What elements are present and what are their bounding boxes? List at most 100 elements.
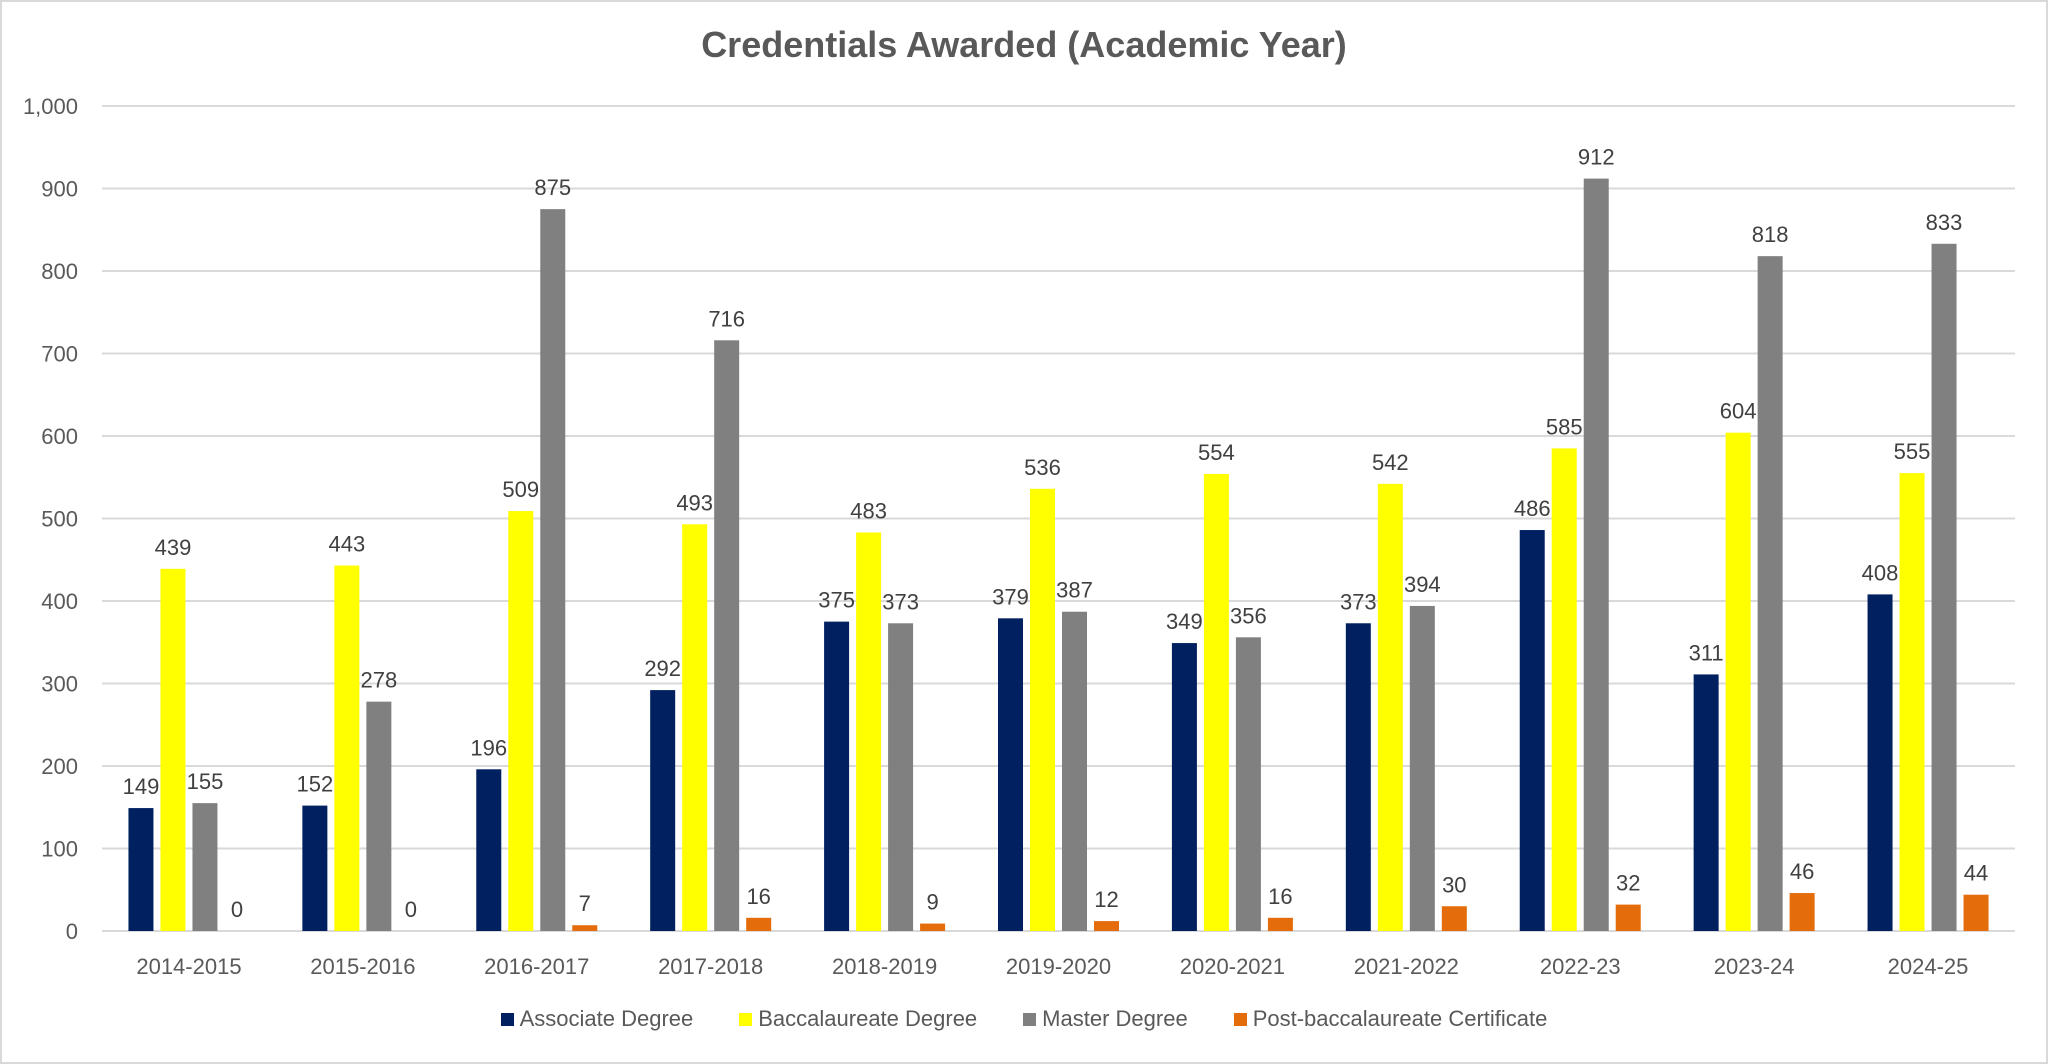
x-tick-label: 2015-2016 [310,954,415,979]
legend-item-postbacc: Post-baccalaureate Certificate [1233,1006,1548,1032]
y-tick-label: 0 [66,919,78,944]
bar-master-degree-2020-2021 [1235,637,1261,931]
y-tick-label: 100 [41,837,78,862]
data-label-post-baccalaureate-certificate: 44 [1964,861,1988,886]
legend-item-baccalaureate: Baccalaureate Degree [739,1006,977,1032]
bar-baccalaureate-degree-2023-24 [1725,432,1751,931]
y-tick-label: 800 [41,259,78,284]
legend-swatch-associate [500,1012,514,1026]
data-label-associate-degree: 196 [470,735,507,760]
bars [128,178,1989,932]
data-label-associate-degree: 292 [644,656,681,681]
bar-post-baccalaureate-certificate-2018-2019 [920,923,946,931]
data-label-baccalaureate-degree: 509 [502,477,539,502]
x-tick-label: 2020-2021 [1180,954,1285,979]
data-label-baccalaureate-degree: 554 [1198,440,1235,465]
bar-post-baccalaureate-certificate-2023-24 [1789,893,1815,931]
bar-associate-degree-2018-2019 [824,621,850,931]
data-label-associate-degree: 408 [1862,560,1899,585]
x-tick-label: 2017-2018 [658,954,763,979]
bar-baccalaureate-degree-2022-23 [1551,448,1577,931]
bar-associate-degree-2014-2015 [128,808,154,931]
data-label-master-degree: 394 [1404,572,1441,597]
bar-master-degree-2016-2017 [540,209,566,931]
bar-post-baccalaureate-certificate-2024-25 [1963,894,1989,931]
bar-post-baccalaureate-certificate-2019-2020 [1094,921,1119,931]
x-tick-label: 2019-2020 [1006,954,1111,979]
bar-baccalaureate-degree-2018-2019 [856,532,882,931]
data-label-baccalaureate-degree: 604 [1720,399,1757,424]
bar-associate-degree-2020-2021 [1171,643,1197,931]
legend: Associate Degree Baccalaureate Degree Ma… [0,1006,2048,1032]
data-label-baccalaureate-degree: 585 [1546,414,1583,439]
data-label-associate-degree: 373 [1340,589,1377,614]
data-label-master-degree: 818 [1752,222,1789,247]
data-labels: 149 439 155 0 152 443 278 0 196 509 875 7 292 493 716 1… [123,145,1989,922]
data-label-master-degree: 356 [1230,603,1267,628]
bar-baccalaureate-degree-2021-2022 [1377,483,1403,931]
data-label-master-degree: 373 [882,589,919,614]
bar-post-baccalaureate-certificate-2017-2018 [746,917,772,931]
data-label-master-degree: 155 [187,769,224,794]
y-tick-label: 300 [41,672,78,697]
data-label-baccalaureate-degree: 443 [329,532,366,557]
data-label-associate-degree: 486 [1514,496,1551,521]
y-tick-label: 900 [41,177,78,202]
data-label-post-baccalaureate-certificate: 32 [1616,871,1640,896]
bar-associate-degree-2023-24 [1693,674,1719,931]
bar-master-degree-2018-2019 [888,623,914,931]
data-label-post-baccalaureate-certificate: 0 [405,897,417,922]
bar-baccalaureate-degree-2019-2020 [1030,488,1055,931]
bar-master-degree-2019-2020 [1062,611,1087,931]
bar-master-degree-2017-2018 [714,340,740,931]
data-label-master-degree: 387 [1056,578,1093,603]
bar-baccalaureate-degree-2024-25 [1899,473,1925,931]
x-tick-label: 2024-25 [1888,954,1969,979]
data-label-associate-degree: 311 [1689,640,1724,665]
x-tick-label: 2014-2015 [136,954,241,979]
bar-associate-degree-2016-2017 [476,769,502,931]
legend-label-associate: Associate Degree [519,1006,694,1031]
legend-item-master: Master Degree [1023,1006,1188,1032]
data-label-post-baccalaureate-certificate: 7 [579,891,591,916]
x-tick-label: 2021-2022 [1354,954,1459,979]
data-label-baccalaureate-degree: 493 [676,490,713,515]
x-tick-label: 2018-2019 [832,954,937,979]
data-label-baccalaureate-degree: 483 [850,499,887,524]
legend-swatch-master [1023,1012,1037,1026]
bar-baccalaureate-degree-2015-2016 [334,565,360,931]
bar-post-baccalaureate-certificate-2016-2017 [572,925,598,931]
legend-label-baccalaureate: Baccalaureate Degree [758,1006,978,1031]
bar-baccalaureate-degree-2014-2015 [160,568,186,931]
y-axis-ticks: 0 100 200 300 400 500 600 700 800 900 1,000 [23,94,78,944]
y-tick-label: 600 [41,424,78,449]
data-label-baccalaureate-degree: 439 [155,535,192,560]
x-tick-label: 2023-24 [1714,954,1795,979]
bar-master-degree-2022-23 [1583,178,1609,932]
bar-associate-degree-2021-2022 [1345,623,1371,931]
data-label-master-degree: 833 [1926,210,1963,235]
x-axis-ticks: 2014-2015 2015-2016 2016-2017 2017-2018 2018… [136,954,1968,979]
y-tick-label: 700 [41,342,78,367]
bar-master-degree-2014-2015 [192,803,218,931]
bar-master-degree-2024-25 [1931,243,1957,931]
y-tick-label: 400 [41,589,78,614]
bar-associate-degree-2015-2016 [302,805,328,931]
data-label-master-degree: 912 [1578,145,1615,170]
legend-label-postbacc: Post-baccalaureate Certificate [1252,1006,1548,1031]
data-label-associate-degree: 152 [297,772,334,797]
bar-associate-degree-2022-23 [1519,530,1545,931]
data-label-baccalaureate-degree: 555 [1894,439,1931,464]
data-label-associate-degree: 375 [818,588,855,613]
bar-master-degree-2021-2022 [1409,605,1435,931]
data-label-post-baccalaureate-certificate: 9 [926,890,938,915]
bar-associate-degree-2024-25 [1867,594,1893,931]
data-label-associate-degree: 149 [123,774,160,799]
data-label-post-baccalaureate-certificate: 12 [1094,887,1118,912]
legend-label-master: Master Degree [1042,1006,1188,1031]
bar-master-degree-2023-24 [1757,256,1783,931]
bar-post-baccalaureate-certificate-2020-2021 [1267,917,1293,931]
data-label-baccalaureate-degree: 536 [1024,455,1061,480]
bar-associate-degree-2019-2020 [998,618,1023,931]
